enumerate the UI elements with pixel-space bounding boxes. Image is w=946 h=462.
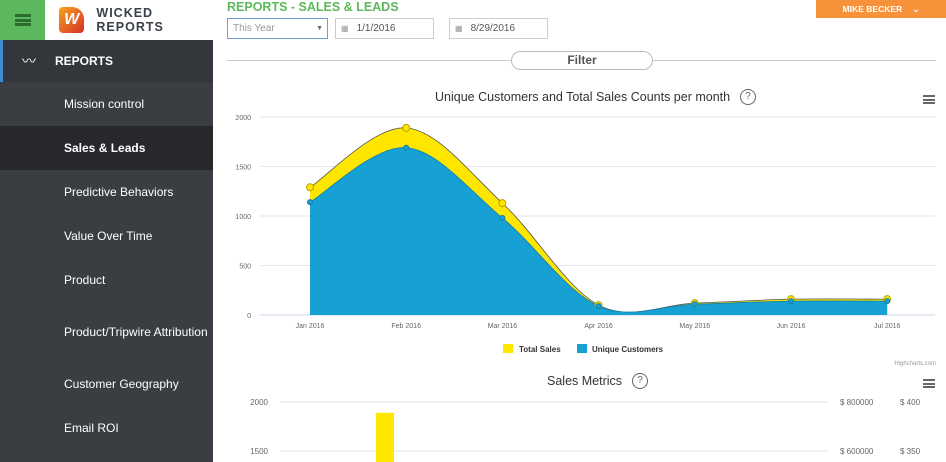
- data-point[interactable]: [691, 301, 698, 308]
- y-right-tick-label: $ 600000: [840, 447, 874, 456]
- calendar-icon: ▦: [341, 24, 349, 33]
- date-range-value: This Year: [233, 23, 275, 34]
- data-point[interactable]: [594, 301, 603, 310]
- sidebar-item-email-roi[interactable]: Email ROI: [64, 421, 119, 435]
- data-point[interactable]: [498, 199, 507, 208]
- x-tick-label: Apr 2016: [584, 323, 613, 330]
- y-right2-tick-label: $ 350: [900, 447, 921, 456]
- brand-name: WICKED REPORTS: [96, 6, 164, 34]
- help-icon[interactable]: ?: [740, 89, 757, 105]
- y-tick-label: 1500: [235, 165, 251, 172]
- chart-title: Unique Customers and Total Sales Counts …: [435, 89, 757, 105]
- y-tick-label: 500: [239, 264, 251, 271]
- data-point[interactable]: [402, 123, 411, 132]
- sidebar-section-reports[interactable]: 〰 REPORTS: [0, 40, 213, 82]
- series-line: [309, 127, 888, 313]
- sidebar-item-customer-geography[interactable]: Customer Geography: [64, 377, 179, 391]
- y-tick-label: 1500: [250, 447, 268, 456]
- y-tick-label: 2000: [250, 398, 268, 407]
- data-point[interactable]: [499, 214, 506, 221]
- sidebar: 〰 REPORTS Mission control Sales & Leads P…: [0, 40, 213, 462]
- data-point[interactable]: [307, 199, 313, 206]
- end-date-value: 8/29/2016: [470, 23, 516, 34]
- data-point[interactable]: [883, 295, 892, 304]
- sidebar-section-label: REPORTS: [55, 54, 114, 68]
- dropdown-arrow-icon: ▼: [316, 25, 323, 32]
- sidebar-item-sales-leads[interactable]: Sales & Leads: [0, 126, 213, 170]
- date-range-select[interactable]: This Year ▼: [227, 18, 328, 39]
- x-tick-label: Jan 2016: [296, 323, 325, 330]
- chevron-down-icon: ⌄: [912, 3, 920, 14]
- highcharts-credit[interactable]: Highcharts.com: [894, 361, 936, 367]
- chart-menu-icon[interactable]: [923, 95, 935, 104]
- x-tick-label: Jun 2016: [777, 323, 806, 330]
- sidebar-item-product-tripwire[interactable]: Product/Tripwire Attribution: [64, 325, 208, 339]
- x-tick-label: May 2016: [679, 323, 710, 330]
- y-tick-label: 1000: [235, 214, 251, 221]
- y-right-tick-label: $ 800000: [840, 398, 874, 407]
- start-date-value: 1/1/2016: [356, 23, 396, 34]
- data-point[interactable]: [787, 295, 795, 304]
- help-icon[interactable]: ?: [632, 373, 649, 389]
- data-point[interactable]: [884, 298, 891, 305]
- data-point[interactable]: [403, 144, 410, 151]
- menu-toggle-button[interactable]: [0, 0, 45, 40]
- hamburger-icon: [14, 14, 31, 26]
- y-right2-tick-label: $ 400: [900, 398, 921, 407]
- logo[interactable]: W WICKED REPORTS: [45, 0, 213, 40]
- x-tick-label: Feb 2016: [391, 323, 421, 330]
- data-point[interactable]: [595, 303, 602, 310]
- y-tick-label: 2000: [235, 115, 251, 122]
- trend-line-icon: 〰: [22, 53, 36, 69]
- sidebar-item-mission-control[interactable]: Mission control: [64, 97, 145, 111]
- end-date-input[interactable]: ▦ 8/29/2016: [449, 18, 548, 39]
- logo-flame-icon: W: [59, 7, 85, 33]
- sales-metrics-title: Sales Metrics?: [547, 373, 649, 389]
- start-date-input[interactable]: ▦ 1/1/2016: [335, 18, 434, 39]
- sales-metrics-bar[interactable]: [376, 412, 394, 462]
- chart-menu-icon[interactable]: [923, 379, 935, 388]
- sidebar-item-predictive-behaviors[interactable]: Predictive Behaviors: [64, 185, 174, 199]
- data-point[interactable]: [788, 298, 794, 305]
- area-total-sales[interactable]: [310, 127, 888, 315]
- page-title: REPORTS - SALES & LEADS: [227, 0, 399, 14]
- filter-button[interactable]: Filter: [511, 51, 653, 70]
- x-tick-label: Jul 2016: [874, 323, 901, 330]
- sidebar-item-value-over-time[interactable]: Value Over Time: [64, 229, 153, 243]
- legend-unique-customers[interactable]: Unique Customers: [592, 345, 664, 354]
- calendar-icon: ▦: [455, 24, 463, 33]
- legend-swatch-unique-customers: [577, 344, 587, 353]
- sidebar-item-product[interactable]: Product: [64, 273, 106, 287]
- chart-title-text: Unique Customers and Total Sales Counts …: [435, 90, 731, 104]
- y-tick-label: 0: [247, 313, 251, 320]
- user-name: MIKE BECKER: [842, 4, 903, 14]
- legend-swatch-total-sales: [503, 344, 513, 353]
- chart-title-text: Sales Metrics: [547, 374, 623, 388]
- data-point[interactable]: [306, 183, 314, 192]
- x-tick-label: Mar 2016: [488, 323, 518, 330]
- series-line: [309, 147, 888, 313]
- legend-total-sales[interactable]: Total Sales: [519, 345, 561, 354]
- user-menu-button[interactable]: MIKE BECKER ⌄: [816, 0, 946, 18]
- area-unique-customers[interactable]: [310, 147, 888, 315]
- data-point[interactable]: [690, 299, 699, 308]
